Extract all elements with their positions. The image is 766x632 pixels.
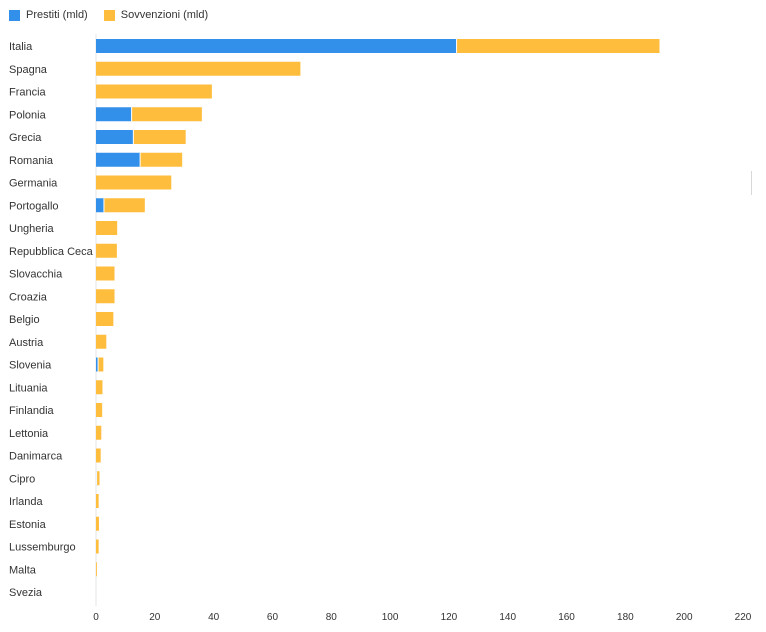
- category-label: Estonia: [9, 519, 47, 531]
- bar-prestiti[interactable]: [96, 152, 141, 167]
- x-tick-label: 220: [735, 612, 752, 623]
- bar-sovvenzioni[interactable]: [456, 39, 660, 53]
- bar-sovvenzioni[interactable]: [96, 312, 114, 326]
- category-label: Slovenia: [9, 360, 52, 372]
- legend-item-prestiti[interactable]: Prestiti (mld): [9, 9, 88, 21]
- legend-label-sovvenzioni: Sovvenzioni (mld): [120, 9, 209, 21]
- category-label: Germania: [9, 178, 58, 190]
- bar-sovvenzioni[interactable]: [131, 107, 202, 122]
- category-label: Spagna: [9, 64, 48, 76]
- bar-sovvenzioni[interactable]: [98, 357, 104, 372]
- bar-sovvenzioni[interactable]: [96, 175, 172, 190]
- bar-sovvenzioni[interactable]: [96, 403, 103, 417]
- x-tick-label: 20: [149, 612, 161, 623]
- bar-sovvenzioni[interactable]: [96, 539, 99, 554]
- category-label: Lituania: [9, 382, 48, 394]
- legend-swatch-prestiti: [9, 9, 20, 21]
- category-label: Danimarca: [9, 451, 63, 463]
- legend-swatch-sovvenzioni: [103, 9, 115, 21]
- category-label: Repubblica Ceca: [9, 246, 94, 258]
- category-label: Italia: [9, 41, 33, 53]
- bar-sovvenzioni[interactable]: [96, 380, 103, 395]
- category-label: Romania: [9, 155, 54, 167]
- category-label: Belgio: [9, 314, 40, 326]
- bar-sovvenzioni[interactable]: [96, 289, 115, 304]
- x-tick-label: 60: [267, 612, 279, 623]
- bar-sovvenzioni[interactable]: [133, 130, 186, 144]
- bar-prestiti[interactable]: [96, 39, 457, 53]
- x-tick-label: 140: [499, 612, 516, 623]
- x-tick-label: 80: [326, 612, 338, 623]
- bar-sovvenzioni[interactable]: [96, 334, 107, 349]
- bar-sovvenzioni[interactable]: [96, 494, 99, 508]
- bar-sovvenzioni[interactable]: [96, 516, 99, 531]
- bar-sovvenzioni[interactable]: [96, 61, 301, 76]
- scrollbar-indicator: [751, 171, 752, 195]
- category-label: Svezia: [9, 587, 43, 599]
- category-label: Ungheria: [9, 223, 55, 235]
- chart-legend: Prestiti (mld) Sovvenzioni (mld): [9, 7, 208, 23]
- category-label: Slovacchia: [9, 269, 63, 281]
- bar-sovvenzioni[interactable]: [96, 562, 97, 577]
- bar-sovvenzioni[interactable]: [96, 266, 115, 281]
- x-tick-label: 200: [676, 612, 693, 623]
- legend-label-prestiti: Prestiti (mld): [26, 9, 88, 21]
- bar-prestiti[interactable]: [96, 198, 104, 213]
- bar-sovvenzioni[interactable]: [103, 198, 145, 213]
- x-tick-label: 100: [382, 612, 399, 623]
- category-label: Cipro: [9, 473, 35, 485]
- bar-prestiti[interactable]: [96, 107, 132, 122]
- category-label: Finlandia: [9, 405, 55, 417]
- x-tick-label: 40: [208, 612, 220, 623]
- category-label: Grecia: [9, 132, 42, 144]
- bar-sovvenzioni[interactable]: [96, 243, 117, 258]
- bar-sovvenzioni[interactable]: [96, 471, 100, 486]
- x-tick-label: 0: [93, 612, 99, 623]
- bar-sovvenzioni[interactable]: [140, 152, 183, 167]
- bar-sovvenzioni[interactable]: [96, 84, 212, 99]
- category-label: Lussemburgo: [9, 542, 76, 554]
- category-label: Polonia: [9, 109, 47, 121]
- category-label: Portogallo: [9, 200, 59, 212]
- category-label: Austria: [9, 337, 44, 349]
- category-label: Lettonia: [9, 428, 49, 440]
- bar-sovvenzioni[interactable]: [96, 425, 102, 440]
- category-label: Croazia: [9, 291, 48, 303]
- category-label: Irlanda: [9, 496, 44, 508]
- bar-prestiti[interactable]: [96, 357, 99, 372]
- category-label: Francia: [9, 87, 47, 99]
- legend-item-sovvenzioni[interactable]: Sovvenzioni (mld): [103, 9, 209, 21]
- category-label: Malta: [9, 564, 37, 576]
- x-tick-label: 180: [617, 612, 634, 623]
- x-tick-label: 160: [558, 612, 575, 623]
- bar-sovvenzioni[interactable]: [96, 448, 101, 463]
- bar-sovvenzioni[interactable]: [96, 221, 118, 235]
- x-tick-label: 120: [441, 612, 458, 623]
- bar-prestiti[interactable]: [96, 130, 134, 144]
